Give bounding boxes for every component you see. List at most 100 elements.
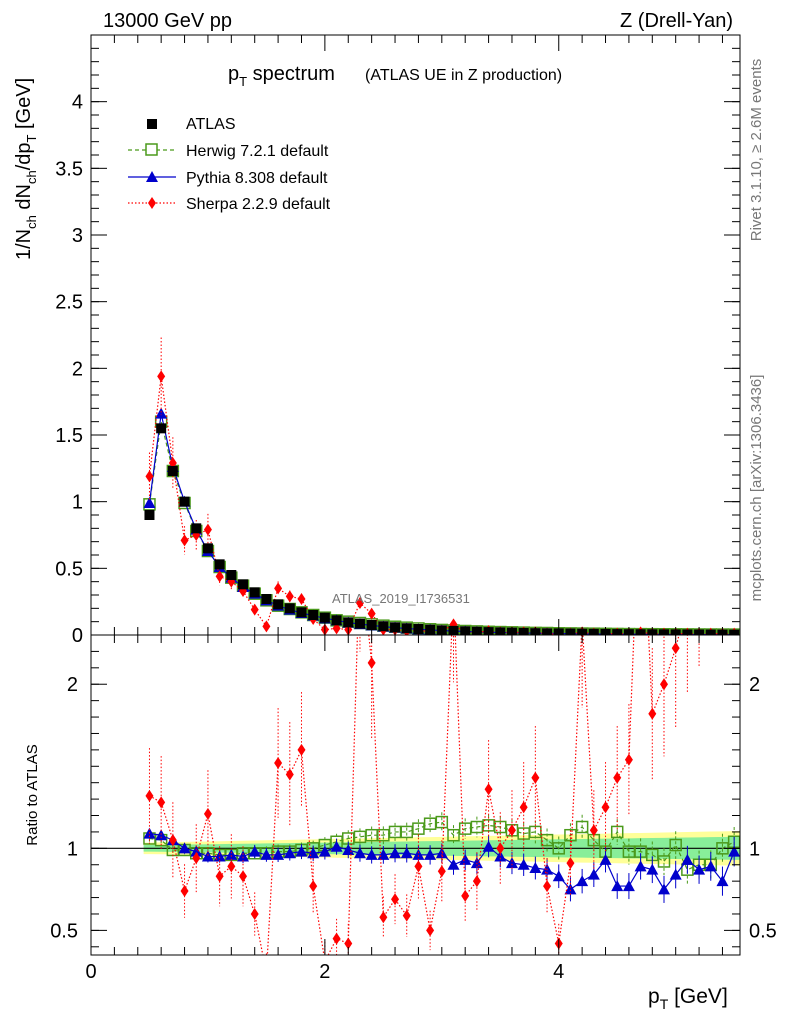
pythia-ratio-point	[412, 848, 425, 860]
atlas-point	[542, 628, 553, 635]
top-y-tick-label: 4	[72, 92, 83, 114]
atlas-point	[354, 618, 365, 629]
herwig-ratio-point	[552, 842, 565, 855]
pythia-ratio-point	[470, 857, 483, 869]
sherpa-ratio-point	[624, 753, 633, 766]
pythia-ratio-point	[716, 875, 729, 887]
atlas-point	[471, 626, 482, 635]
atlas-point	[284, 603, 295, 614]
sherpa-ratio-point	[356, 544, 364, 556]
sherpa-ratio-point	[215, 870, 224, 883]
sherpa-ratio-line	[149, 635, 680, 955]
pythia-ratio-point	[704, 860, 717, 872]
atlas-point	[448, 625, 459, 635]
atlas-point	[191, 523, 202, 534]
herwig-ratio-point	[610, 825, 624, 839]
sherpa-ratio-point	[285, 768, 294, 781]
sherpa-ratio-point	[496, 842, 505, 855]
rivet-label: Rivet 3.1.10, ≥ 2.6M events	[748, 59, 765, 242]
pythia-ratio-point	[622, 880, 635, 892]
sherpa-ratio-point	[239, 870, 248, 883]
pythia-ratio-point	[318, 845, 331, 857]
sherpa-point	[285, 590, 294, 603]
sherpa-point	[180, 534, 189, 547]
herwig-ratio-point	[529, 825, 542, 839]
atlas-point	[238, 579, 249, 590]
sherpa-ratio-point	[637, 460, 645, 472]
pythia-ratio-point	[728, 845, 740, 857]
atlas-point	[167, 466, 178, 476]
sherpa-ratio-point	[250, 907, 259, 920]
sherpa-ratio-point	[659, 678, 668, 691]
sherpa-ratio-point	[531, 771, 540, 784]
pythia-ratio-point	[377, 848, 390, 860]
legend-label-pythia: Pythia 8.308 default	[186, 170, 328, 187]
herwig-ratio-point	[622, 845, 636, 858]
x-tick-label: 4	[553, 961, 564, 983]
ratio-panel-ticks: 0.5 0.5 1 1 2 2 0 2 4	[50, 634, 777, 983]
atlas-point	[401, 623, 412, 634]
pythia-ratio-point	[155, 829, 168, 841]
pythia-ratio-point	[482, 840, 495, 852]
pythia-ratio-point	[599, 853, 612, 865]
sherpa-point	[145, 470, 154, 483]
top-y-axis-label: 1/Nch dNch/dpT [GeV]	[13, 78, 39, 260]
sherpa-ratio-point	[718, 476, 726, 488]
pythia-ratio-point	[552, 870, 565, 882]
pythia-ratio-point	[576, 875, 589, 887]
atlas-point	[319, 612, 330, 623]
sherpa-point	[250, 603, 259, 616]
ratio-panel-marks	[91, 421, 740, 979]
pythia-ratio-point	[517, 858, 530, 870]
sherpa-ratio-point	[578, 616, 586, 628]
top-y-tick-label: 1	[72, 492, 83, 514]
pythia-point	[155, 407, 168, 419]
atlas-point	[343, 617, 354, 628]
ratio-y-tick-label-right: 0.5	[749, 920, 777, 942]
sherpa-ratio-point	[203, 807, 212, 820]
sherpa-ratio-point	[589, 824, 598, 837]
sherpa-ratio-point	[613, 771, 622, 784]
pythia-ratio-point	[634, 860, 647, 872]
atlas-point	[179, 496, 190, 507]
atlas-point	[682, 629, 693, 635]
sherpa-ratio-point	[507, 824, 516, 837]
atlas-point	[635, 629, 646, 635]
sherpa-ratio-point	[484, 783, 493, 796]
atlas-point	[144, 510, 155, 520]
pythia-ratio-point	[564, 883, 577, 895]
sherpa-ratio-point	[730, 421, 738, 433]
pythia-ratio-point	[400, 847, 413, 859]
sherpa-ratio-point	[671, 642, 680, 655]
sherpa-point	[215, 570, 224, 583]
herwig-ratio-point	[669, 838, 682, 852]
pythia-ratio-point	[190, 845, 203, 857]
ratio-y-tick-label: 2	[67, 674, 78, 696]
herwig-ratio-point	[423, 817, 437, 830]
sherpa-ratio-point	[274, 757, 283, 769]
atlas-point	[261, 594, 272, 604]
sherpa-ratio-point	[519, 801, 528, 814]
process-label: Z (Drell-Yan)	[620, 10, 733, 32]
atlas-point	[331, 615, 342, 626]
pythia-ratio-point	[669, 868, 682, 880]
analysis-watermark: ATLAS_2019_I1736531	[332, 591, 470, 606]
pythia-ratio-point	[447, 858, 460, 870]
sherpa-point	[203, 523, 212, 536]
sherpa-ratio-point	[157, 796, 166, 809]
top-y-tick-label: 2.5	[55, 292, 83, 314]
top-y-tick-label: 1.5	[55, 425, 83, 447]
x-axis-label: pT [GeV]	[648, 985, 728, 1012]
sherpa-ratio-point	[145, 789, 154, 802]
sherpa-point	[297, 593, 306, 605]
pythia-ratio-point	[435, 847, 448, 859]
sherpa-ratio-point	[402, 909, 411, 922]
atlas-point	[296, 607, 307, 618]
sherpa-ratio-point	[262, 967, 270, 979]
pythia-ratio-point	[342, 843, 355, 855]
legend-marker-sherpa	[148, 197, 156, 209]
herwig-ratio-point	[447, 828, 460, 842]
atlas-point	[273, 599, 284, 610]
ratio-y-tick-label: 1	[67, 838, 78, 860]
sherpa-ratio-point	[707, 524, 715, 536]
